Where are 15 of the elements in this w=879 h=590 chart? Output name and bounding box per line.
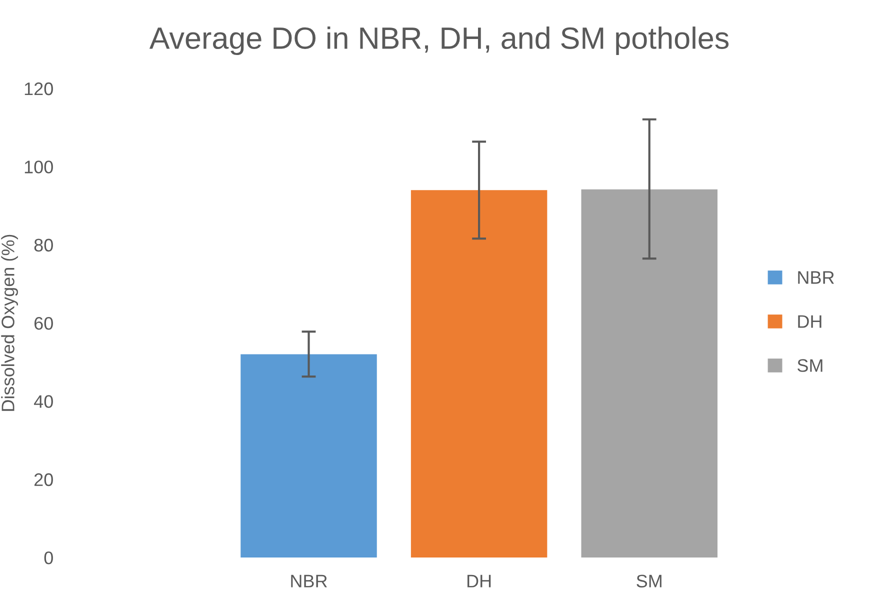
x-tick-label: NBR — [291, 574, 327, 588]
y-tick-label: 60 — [34, 316, 53, 330]
y-tick-label: 20 — [34, 473, 53, 486]
y-tick-label: 80 — [34, 238, 53, 252]
y-tick-label: 100 — [24, 160, 53, 174]
x-tick-label: DH — [467, 574, 491, 588]
legend-label: DH — [798, 315, 822, 328]
legend-label: SM — [798, 359, 822, 372]
chart-title: Average DO in NBR, DH, and SM potholes — [149, 26, 729, 56]
y-tick-label: 0 — [44, 551, 53, 564]
y-axis-title: Dissolved Oxygen (%) — [1, 234, 18, 411]
legend-label: NBR — [798, 271, 834, 284]
y-tick-label: 40 — [34, 395, 53, 408]
x-tick-label: SM — [636, 574, 662, 588]
y-tick-label: 120 — [24, 82, 53, 96]
